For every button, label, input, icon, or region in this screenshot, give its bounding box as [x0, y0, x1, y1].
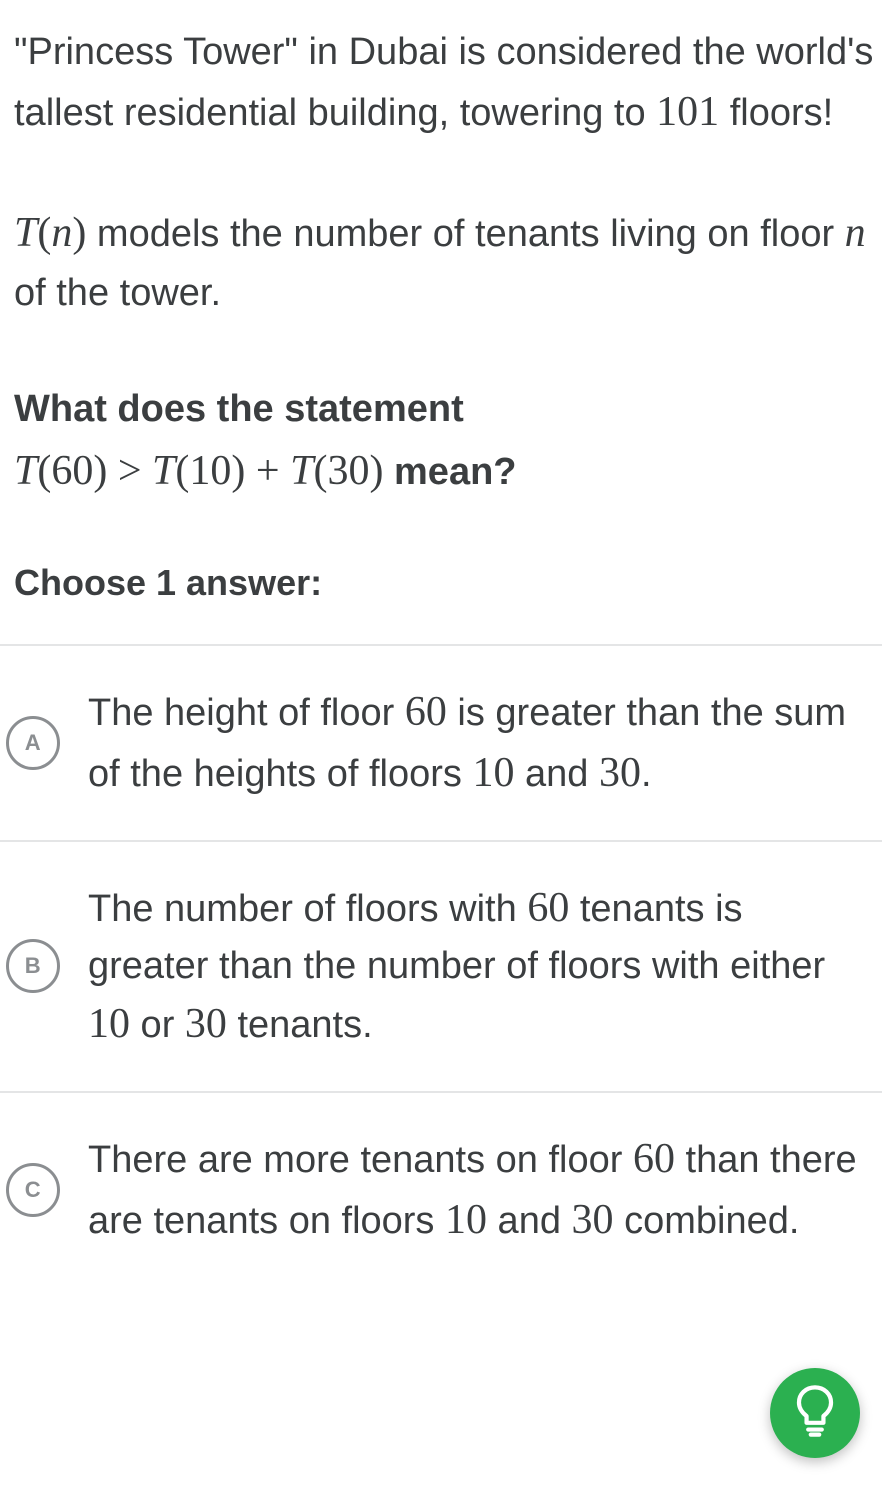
answer-letter-c: C	[25, 1177, 41, 1203]
expr-p3: (	[175, 448, 189, 494]
answer-text-b: The number of floors with 60 tenants is …	[88, 878, 862, 1055]
expr-t2: T	[152, 448, 175, 494]
c-post: combined.	[614, 1200, 800, 1242]
answer-text-a: The height of floor 60 is greater than t…	[88, 682, 862, 804]
question-lead: What does the statement	[14, 388, 464, 430]
choose-label: Choose 1 answer:	[14, 562, 882, 604]
intro-paragraph: "Princess Tower" in Dubai is considered …	[14, 24, 882, 144]
b-n3: 30	[185, 1001, 227, 1047]
b-pre: The number of floors with	[88, 888, 527, 930]
answer-radio-c[interactable]: C	[6, 1163, 60, 1217]
c-pre: There are more tenants on floor	[88, 1139, 633, 1181]
expr-n3: 30	[327, 448, 369, 494]
model-var-2: n	[845, 210, 866, 256]
a-post: .	[641, 753, 652, 795]
expr-p5: (	[313, 448, 327, 494]
a-n2: 10	[472, 750, 514, 796]
expr-plus: +	[245, 448, 290, 494]
lightbulb-icon	[794, 1384, 836, 1443]
expr-n2: 10	[189, 448, 231, 494]
answer-option-b[interactable]: B The number of floors with 60 tenants i…	[0, 840, 882, 1091]
answer-letter-b: B	[25, 953, 41, 979]
expr-n1: 60	[51, 448, 93, 494]
intro-text-2: floors!	[719, 92, 833, 134]
answer-text-c: There are more tenants on floor 60 than …	[88, 1129, 862, 1251]
model-text-2: of the tower.	[14, 272, 221, 314]
a-pre: The height of floor	[88, 692, 405, 734]
expr-gt: >	[107, 448, 152, 494]
fn-var: n	[51, 210, 72, 256]
b-n1: 60	[527, 885, 569, 931]
b-mid2: or	[130, 1004, 185, 1046]
model-paragraph: T(n) models the number of tenants living…	[14, 202, 882, 322]
expr-t3: T	[290, 448, 313, 494]
b-post: tenants.	[227, 1004, 373, 1046]
a-n1: 60	[405, 689, 447, 735]
answer-radio-b[interactable]: B	[6, 939, 60, 993]
a-n3: 30	[599, 750, 641, 796]
expr-p2: )	[93, 448, 107, 494]
fn-letter: T	[14, 210, 37, 256]
question-expression: T(60) > T(10) + T(30)	[14, 451, 394, 493]
answer-radio-a[interactable]: A	[6, 716, 60, 770]
c-mid2: and	[487, 1200, 572, 1242]
answer-option-a[interactable]: A The height of floor 60 is greater than…	[0, 644, 882, 840]
answer-letter-a: A	[25, 730, 41, 756]
question-content: "Princess Tower" in Dubai is considered …	[0, 0, 896, 604]
fn-paren-open: (	[37, 210, 51, 256]
c-n1: 60	[633, 1136, 675, 1182]
expr-p1: (	[37, 448, 51, 494]
a-mid2: and	[514, 753, 599, 795]
expr-p4: )	[231, 448, 245, 494]
answer-option-c[interactable]: C There are more tenants on floor 60 tha…	[0, 1091, 882, 1271]
fn-paren-close: )	[72, 210, 86, 256]
b-n2: 10	[88, 1001, 130, 1047]
hint-button[interactable]	[770, 1368, 860, 1458]
question-trail: mean?	[394, 451, 516, 493]
intro-number: 101	[656, 89, 719, 135]
answers-list: A The height of floor 60 is greater than…	[0, 644, 882, 1270]
c-n3: 30	[572, 1197, 614, 1243]
expr-p6: )	[369, 448, 383, 494]
question-paragraph: What does the statement T(60) > T(10) + …	[14, 380, 882, 504]
model-text-1: models the number of tenants living on f…	[86, 213, 844, 255]
expr-t1: T	[14, 448, 37, 494]
c-n2: 10	[445, 1197, 487, 1243]
